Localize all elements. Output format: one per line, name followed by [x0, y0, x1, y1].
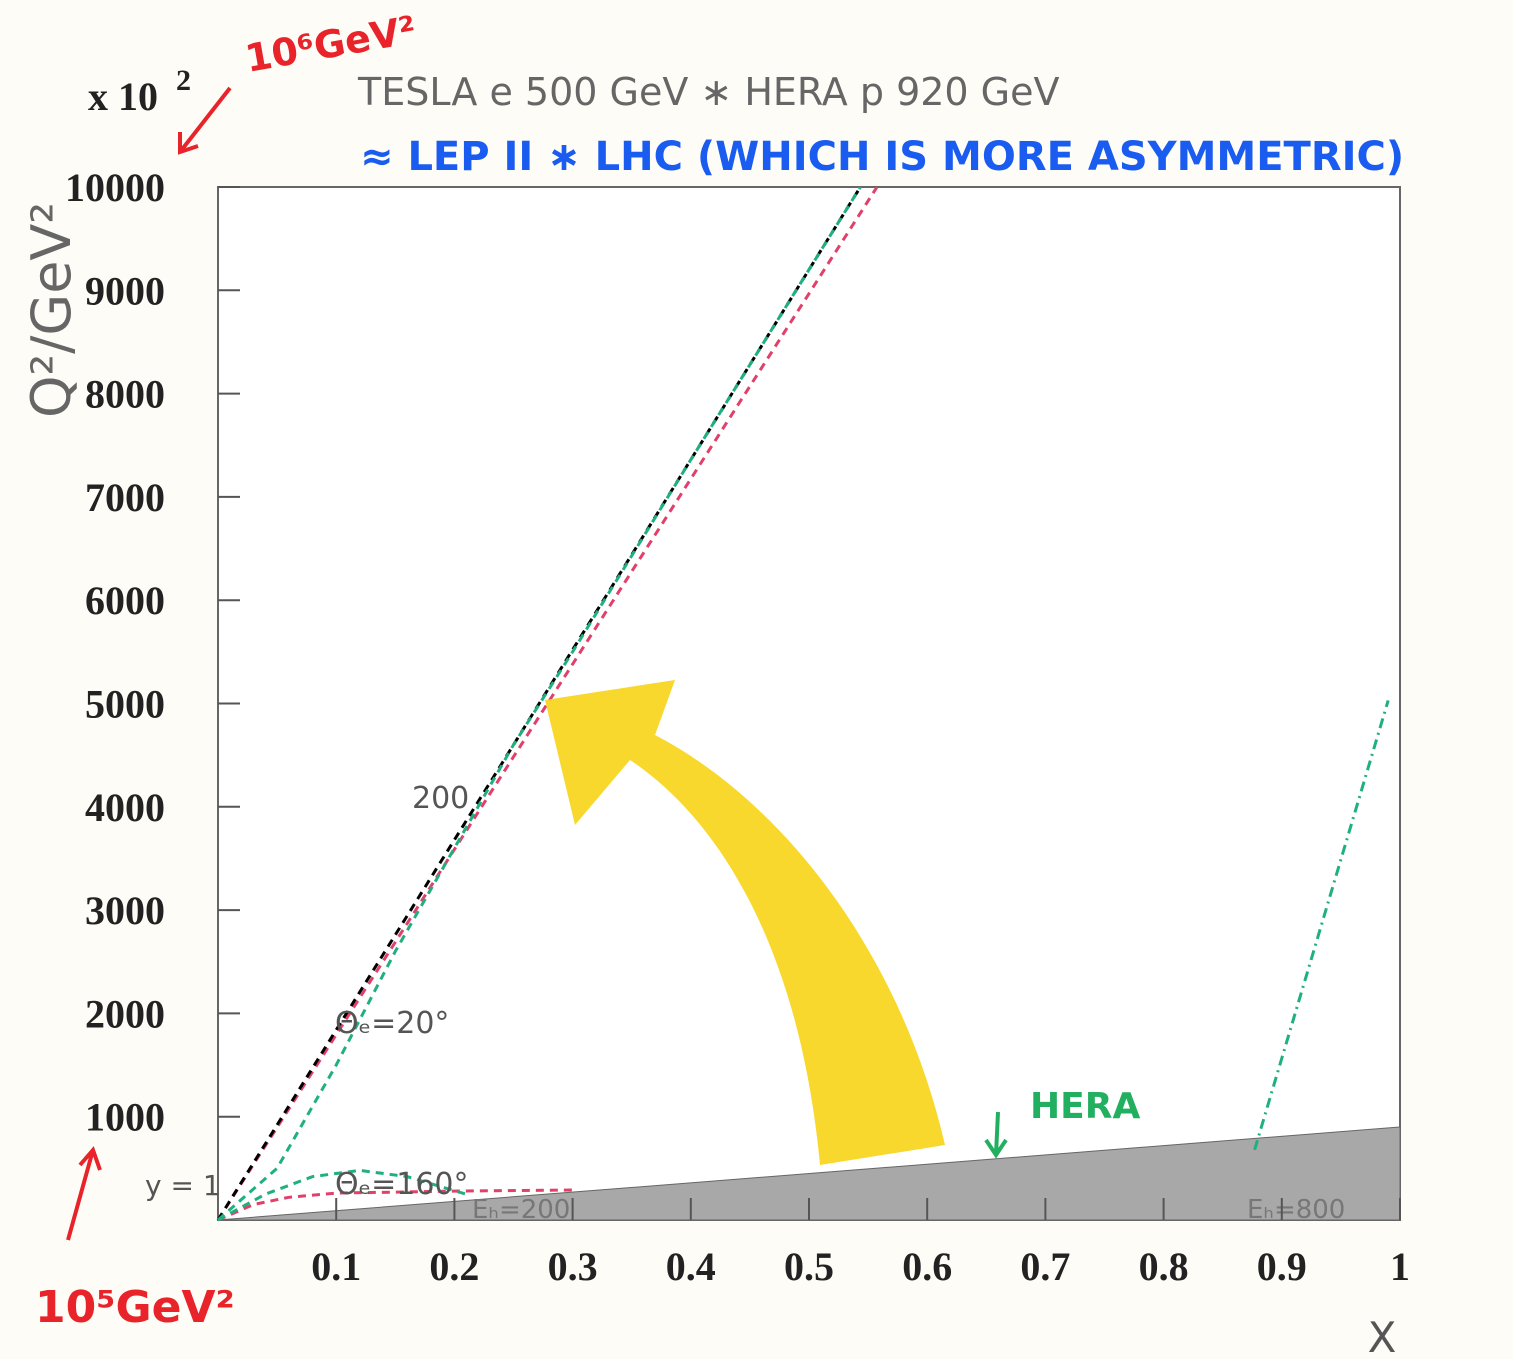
y-multiplier-exponent: 2	[176, 64, 191, 97]
x-tick-label: 0.5	[784, 1244, 834, 1289]
x-tick-label: 0.3	[548, 1244, 598, 1289]
x-tick-label: 0.7	[1020, 1244, 1070, 1289]
y-tick-label: 4000	[85, 785, 165, 830]
annotation: y = 1	[145, 1169, 221, 1202]
annotation: Eₕ=800	[1247, 1195, 1345, 1225]
annotation: Θₑ=160°	[335, 1167, 469, 1202]
bottom-scale-arrow	[68, 1150, 100, 1240]
y-tick-label: 10000	[65, 165, 165, 210]
y-tick-label: 7000	[85, 475, 165, 520]
y-tick-label: 6000	[85, 578, 165, 623]
x-tick-label: 0.2	[429, 1244, 479, 1289]
annotation: 200	[412, 781, 469, 816]
y-tick-label: 1000	[85, 1095, 165, 1140]
annotation: 10⁵GeV²	[35, 1282, 235, 1333]
x-tick-label: 0.6	[902, 1244, 952, 1289]
y-tick-label: 9000	[85, 268, 165, 313]
y-multiplier: x 10	[88, 74, 158, 119]
x-tick-label: 0.4	[666, 1244, 716, 1289]
top-scale-arrow	[180, 88, 230, 152]
y-tick-label: 3000	[85, 888, 165, 933]
x-tick-label: 1	[1390, 1244, 1410, 1289]
x-tick-label: 0.8	[1139, 1244, 1189, 1289]
y-axis-label: Q²/GeV²	[20, 202, 83, 418]
y-tick-label: 5000	[85, 682, 165, 727]
chart: TESLA e 500 GeV ∗ HERA p 920 GeV ≈ LEP I…	[0, 0, 1513, 1359]
chart-subtitle: ≈ LEP II ∗ LHC (WHICH IS MORE ASYMMETRIC…	[360, 134, 1404, 180]
annotation: HERA	[1030, 1086, 1140, 1127]
annotation: Eₕ=200	[472, 1195, 570, 1225]
annotation: Θₑ=20°	[335, 1006, 449, 1041]
x-axis-label: X	[1368, 1313, 1397, 1359]
y-tick-label: 2000	[85, 991, 165, 1036]
x-tick-label: 0.1	[311, 1244, 361, 1289]
y-tick-label: 8000	[85, 372, 165, 417]
x-tick-label: 0.9	[1257, 1244, 1307, 1289]
chart-title: TESLA e 500 GeV ∗ HERA p 920 GeV	[357, 70, 1060, 114]
